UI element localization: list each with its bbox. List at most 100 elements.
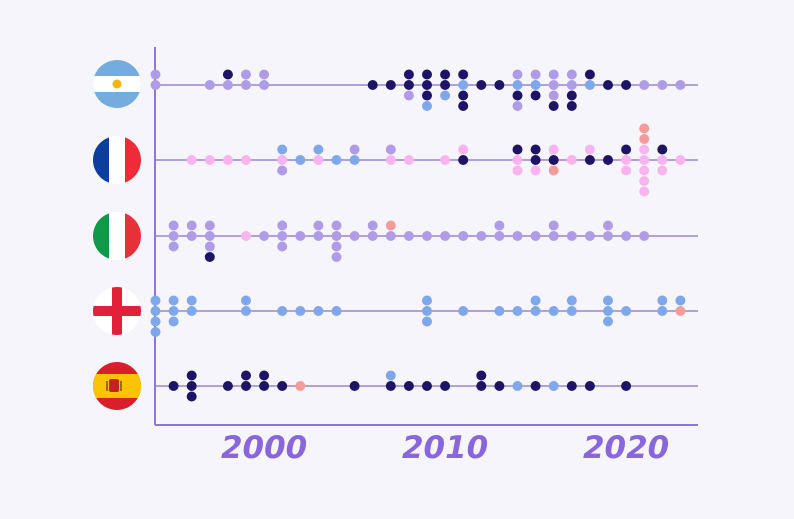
data-point (277, 220, 288, 231)
data-point (548, 80, 559, 90)
data-point (331, 241, 342, 252)
x-tick-label: 2020 (583, 430, 669, 466)
data-point (295, 381, 306, 391)
data-point (313, 144, 324, 155)
data-point (241, 295, 251, 306)
data-point (548, 90, 559, 101)
data-point (241, 80, 251, 90)
data-point (566, 306, 577, 316)
data-point (639, 80, 650, 90)
data-point (403, 231, 414, 241)
data-point (639, 144, 650, 155)
data-point (530, 155, 541, 165)
data-point (422, 381, 432, 391)
data-point (422, 295, 432, 306)
data-point (222, 80, 233, 90)
data-point (241, 231, 251, 241)
data-point (621, 231, 632, 241)
france-flag-icon (93, 136, 141, 184)
data-point (277, 144, 288, 155)
data-point (548, 220, 559, 231)
data-point (476, 381, 487, 391)
data-point (657, 306, 668, 316)
data-point (403, 80, 414, 90)
data-point (566, 295, 577, 306)
data-point (222, 381, 233, 391)
data-point (548, 155, 559, 165)
data-point (295, 306, 306, 316)
data-point (440, 80, 451, 90)
data-point (150, 69, 161, 80)
data-point (548, 381, 559, 391)
data-point (458, 155, 469, 165)
data-point (639, 231, 650, 241)
data-point (168, 316, 179, 327)
data-point (295, 155, 306, 165)
data-point (566, 69, 577, 80)
data-point (512, 80, 523, 90)
data-point (367, 220, 378, 231)
data-point (331, 231, 342, 241)
data-point (277, 155, 288, 165)
data-point (476, 370, 487, 381)
data-point (603, 155, 613, 165)
data-point (657, 155, 668, 165)
data-point (603, 295, 613, 306)
data-point (222, 155, 233, 165)
data-point (349, 144, 360, 155)
data-point (512, 381, 523, 391)
data-point (584, 80, 595, 90)
data-point (530, 144, 541, 155)
data-point (440, 231, 451, 241)
data-point (548, 306, 559, 316)
data-point (186, 155, 197, 165)
data-point (675, 155, 686, 165)
data-point (295, 231, 306, 241)
italy-flag-icon (93, 212, 141, 260)
data-point (313, 231, 324, 241)
data-point (204, 80, 215, 90)
data-point (512, 231, 523, 241)
data-point (259, 381, 270, 391)
data-point (566, 90, 577, 101)
data-point (512, 69, 523, 80)
row-flags (93, 60, 141, 410)
data-point (168, 231, 179, 241)
data-point (277, 241, 288, 252)
data-point (204, 241, 215, 252)
data-point (186, 231, 197, 241)
data-point (403, 381, 414, 391)
data-point (168, 220, 179, 231)
data-point (385, 370, 396, 381)
data-point (277, 381, 288, 391)
data-point (476, 80, 487, 90)
data-point (603, 306, 613, 316)
data-point (440, 90, 451, 101)
data-point (657, 165, 668, 176)
data-point (548, 231, 559, 241)
data-point (385, 144, 396, 155)
data-point (458, 90, 469, 101)
data-point (675, 295, 686, 306)
data-point (349, 381, 360, 391)
data-point (548, 144, 559, 155)
data-point (494, 306, 505, 316)
data-point (422, 316, 432, 327)
data-point (476, 231, 487, 241)
data-point (204, 220, 215, 231)
data-point (584, 381, 595, 391)
data-point (621, 80, 632, 90)
data-point (512, 90, 523, 101)
data-point (331, 306, 342, 316)
data-point (548, 69, 559, 80)
data-point (494, 220, 505, 231)
data-point (530, 231, 541, 241)
data-point (657, 295, 668, 306)
data-point (584, 144, 595, 155)
data-point (385, 381, 396, 391)
data-point (603, 220, 613, 231)
data-point (349, 231, 360, 241)
data-point (168, 306, 179, 316)
data-point (422, 306, 432, 316)
